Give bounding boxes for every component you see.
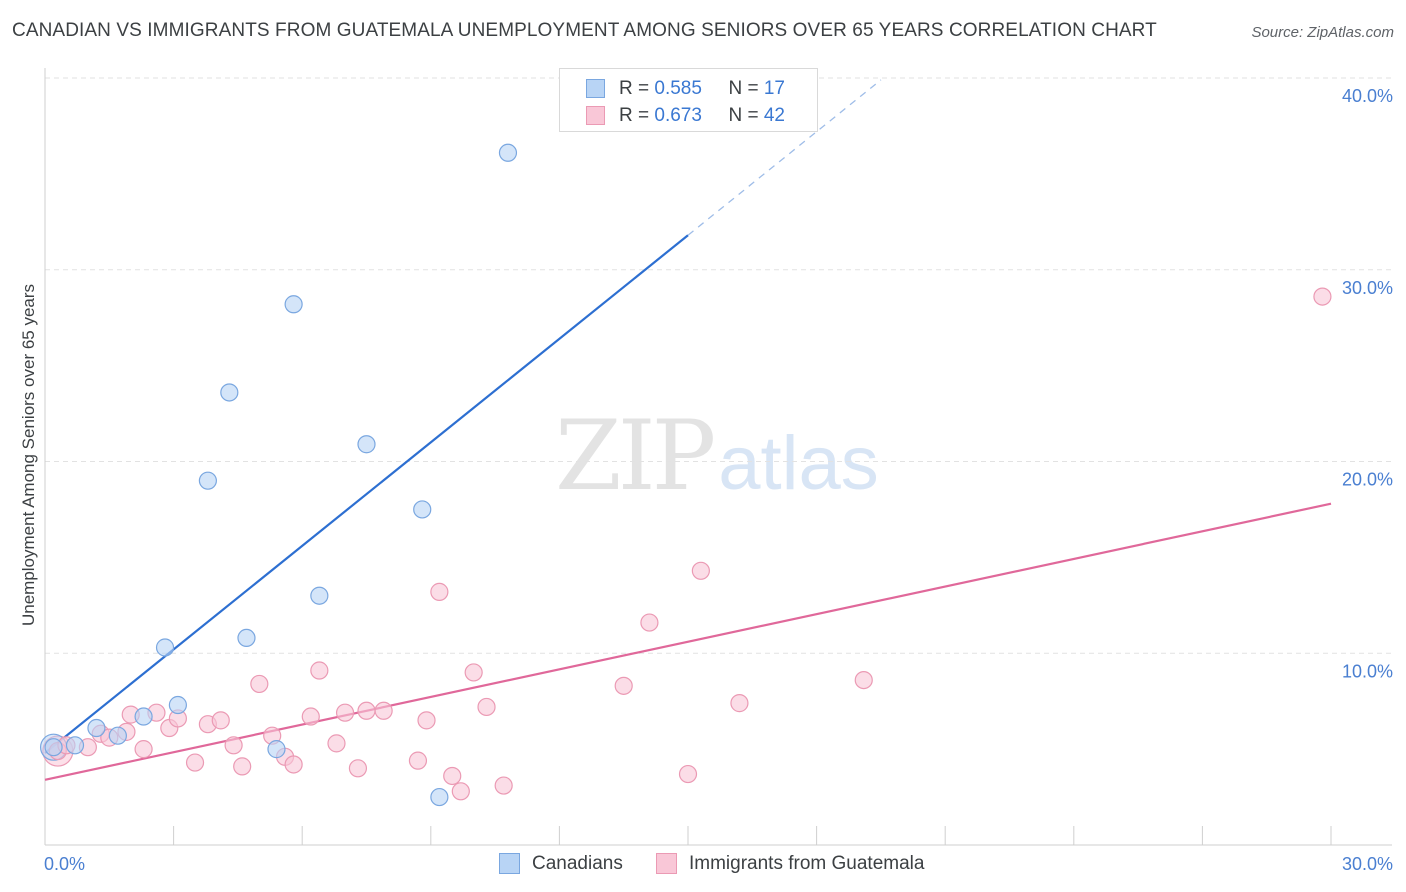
data-point-guatemala	[211, 711, 230, 730]
data-point-guatemala	[185, 753, 205, 772]
data-point-guatemala	[357, 701, 376, 720]
data-point-guatemala	[224, 736, 243, 755]
bottom-legend-swatch-canadians	[499, 853, 520, 874]
legend-n-value: 42	[763, 105, 785, 126]
bottom-legend-label-canadians: Canadians	[532, 853, 623, 874]
data-point-guatemala	[1313, 287, 1332, 306]
data-point-canadians	[44, 738, 63, 757]
source-label: Source: ZipAtlas.com	[1251, 24, 1394, 41]
legend-swatch-canadians	[586, 79, 605, 98]
legend-r-value: 0.673	[654, 105, 702, 126]
legend-n-value: 17	[763, 78, 785, 99]
data-point-guatemala	[691, 561, 710, 580]
data-point-guatemala	[374, 701, 393, 720]
data-point-canadians	[65, 736, 85, 755]
data-point-guatemala	[335, 703, 355, 722]
legend-n-label: N =	[728, 105, 764, 126]
data-point-canadians	[87, 718, 106, 738]
trend-lines	[44, 79, 1332, 781]
watermark: ZIPatlas	[555, 400, 879, 512]
data-point-canadians	[108, 726, 127, 745]
data-point-guatemala	[134, 740, 153, 759]
legend-r-value: 0.585	[654, 78, 702, 99]
data-point-guatemala	[310, 661, 329, 680]
legend-r-label: R =	[619, 78, 655, 99]
data-point-canadians	[267, 740, 286, 759]
data-point-canadians	[168, 695, 187, 715]
data-point-guatemala	[408, 751, 428, 770]
trend-line-guatemala	[44, 502, 1332, 781]
data-point-guatemala	[327, 734, 346, 753]
data-point-guatemala	[854, 670, 873, 690]
axes	[44, 68, 1392, 846]
data-point-canadians	[284, 295, 303, 314]
legend-n-label: N =	[728, 78, 764, 99]
watermark-atlas: atlas	[718, 421, 879, 506]
tick-labels: 10.0% 20.0% 30.0% 40.0% 0.0% 30.0%	[44, 86, 1393, 874]
bottom-legend-label-guatemala: Immigrants from Guatemala	[689, 853, 925, 874]
data-point-guatemala	[284, 755, 303, 774]
data-point-guatemala	[250, 674, 269, 694]
legend-r-label: R =	[619, 105, 655, 126]
data-point-guatemala	[464, 663, 483, 682]
data-point-canadians	[430, 787, 449, 807]
data-point-guatemala	[678, 764, 698, 784]
trend-line-canadians	[44, 234, 689, 754]
data-point-canadians	[413, 500, 432, 519]
data-point-guatemala	[301, 707, 320, 726]
y-tick-label: 30.0%	[1342, 278, 1393, 298]
x-tick-label: 0.0%	[44, 854, 85, 874]
legend-swatch-guatemala	[586, 106, 605, 125]
data-point-guatemala	[430, 582, 449, 601]
data-point-guatemala	[477, 697, 496, 717]
data-point-guatemala	[417, 711, 436, 730]
watermark-zip: ZIP	[555, 400, 716, 512]
data-point-canadians	[237, 628, 256, 648]
data-point-canadians	[220, 383, 239, 402]
data-point-guatemala	[348, 759, 368, 778]
gridlines	[45, 77, 1392, 654]
trend-line-canadians-extension	[687, 79, 882, 236]
data-point-guatemala	[451, 782, 470, 801]
data-points	[39, 143, 1332, 807]
x-tick-label: 30.0%	[1342, 854, 1393, 874]
chart-title: CANADIAN VS IMMIGRANTS FROM GUATEMALA UN…	[12, 20, 1157, 41]
data-point-guatemala	[730, 694, 749, 713]
bottom-legend-swatch-guatemala	[656, 853, 677, 874]
data-point-canadians	[198, 471, 217, 490]
y-tick-label: 40.0%	[1342, 86, 1393, 106]
data-point-canadians	[357, 435, 376, 454]
legend: R = 0.585 N = 17 R = 0.673 N = 42	[559, 68, 818, 132]
data-point-canadians	[134, 707, 153, 726]
y-tick-label: 10.0%	[1342, 661, 1393, 681]
data-point-guatemala	[640, 613, 659, 632]
data-point-guatemala	[233, 757, 252, 776]
data-point-guatemala	[494, 776, 513, 795]
data-point-guatemala	[443, 766, 462, 786]
y-tick-label: 20.0%	[1342, 470, 1393, 490]
data-point-guatemala	[614, 676, 633, 695]
data-point-canadians	[498, 143, 518, 162]
data-point-canadians	[310, 586, 329, 605]
data-point-canadians	[155, 638, 175, 657]
